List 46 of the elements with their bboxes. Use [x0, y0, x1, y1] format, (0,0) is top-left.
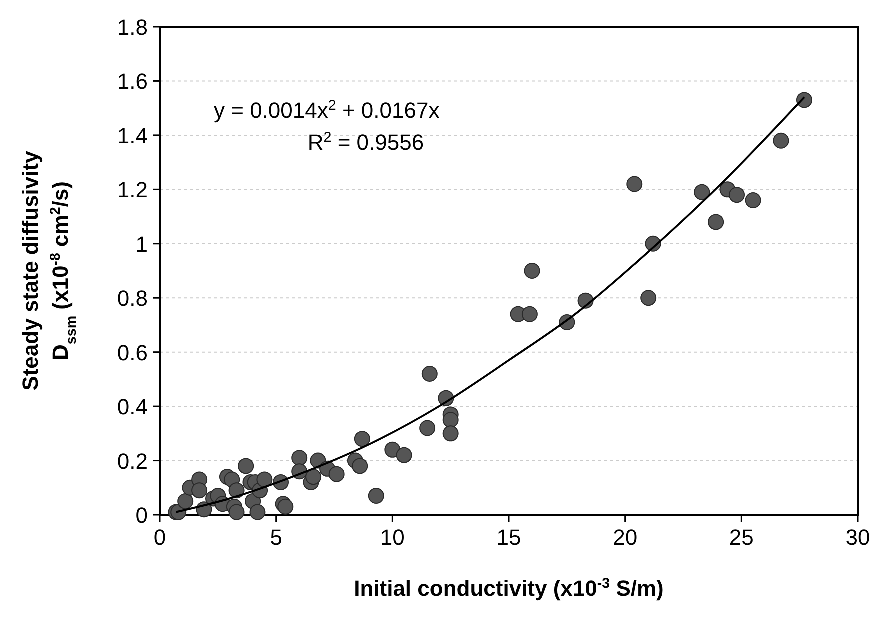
point: [178, 493, 194, 510]
point: [396, 447, 412, 464]
point: [368, 488, 384, 504]
point: [292, 450, 308, 466]
point: [694, 184, 710, 200]
y-tick-label: 0: [136, 503, 148, 528]
point: [328, 466, 345, 482]
point: [442, 412, 459, 428]
point: [306, 469, 322, 486]
point: [384, 442, 401, 458]
point: [773, 132, 790, 149]
point: [522, 306, 538, 322]
point: [354, 431, 370, 448]
x-tick-label: 0: [154, 525, 166, 550]
point: [250, 504, 266, 520]
x-tick-label: 20: [613, 525, 638, 550]
x-tick-label: 5: [270, 525, 282, 550]
x-axis-title: Initial conductivity (x10$^{-3}$ S/m): [354, 576, 664, 601]
point: [524, 263, 540, 279]
y-tick-label: 0.8: [117, 286, 148, 312]
y-tick-label: 0.6: [117, 340, 148, 366]
y-tick-label: 1.6: [117, 69, 148, 94]
point: [238, 458, 254, 474]
annotation: y = 0.0014x$^{2}$ + 0.0167x: [214, 98, 440, 123]
point: [422, 366, 438, 382]
point: [228, 504, 245, 520]
x-tick-label: 15: [496, 525, 522, 550]
point: [442, 426, 459, 442]
x-tick-label: 10: [380, 525, 405, 550]
y-tick-label: 1.4: [117, 123, 148, 148]
x-tick-label: 25: [729, 525, 754, 550]
y-tick-label: 1.2: [117, 178, 148, 203]
point: [192, 482, 208, 499]
point: [256, 472, 273, 488]
y-tick-label: 1.8: [117, 15, 148, 40]
annotation: R$^{2}$ = 0.9556: [308, 130, 424, 155]
point: [708, 214, 724, 230]
point: [352, 458, 368, 474]
point: [729, 187, 746, 204]
point: [640, 290, 657, 306]
point: [626, 176, 643, 192]
point: [420, 420, 436, 436]
point: [745, 192, 762, 209]
y-tick-label: 1: [136, 232, 148, 257]
y-tick-label: 0.4: [117, 394, 148, 420]
y-tick-label: 0.2: [117, 448, 148, 474]
